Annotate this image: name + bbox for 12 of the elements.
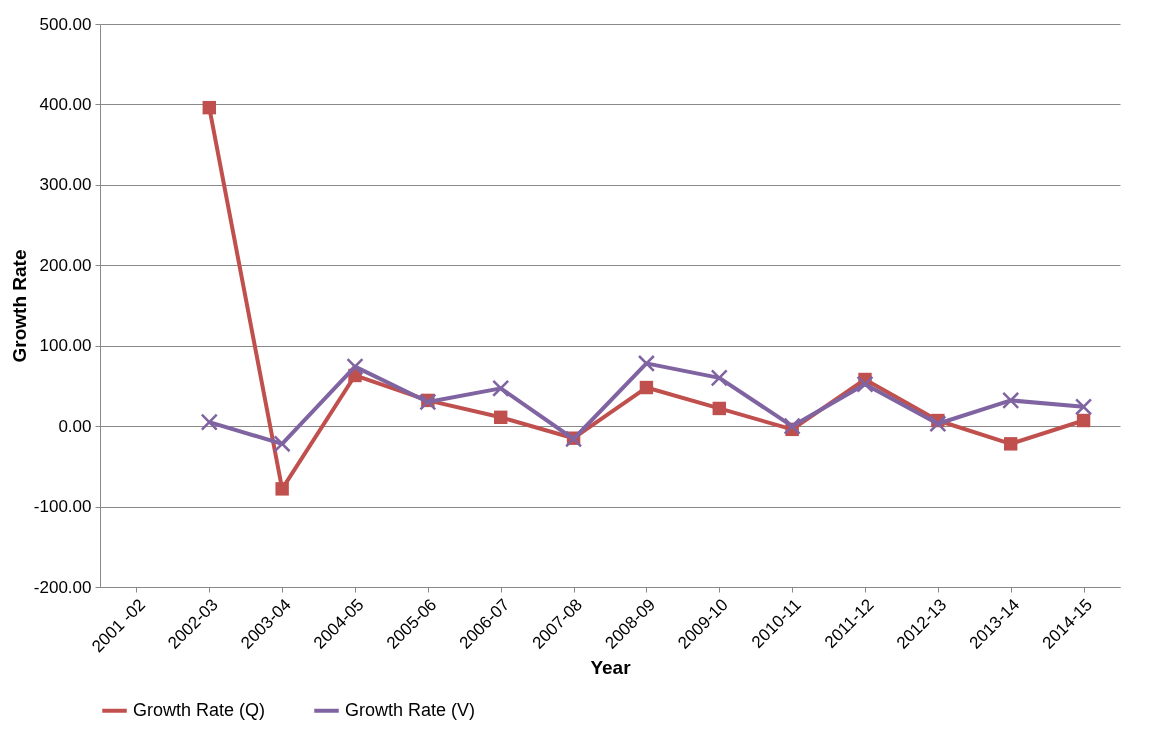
legend-label: Growth Rate (V) [345, 699, 476, 720]
y-tick-label: 500.00 [39, 14, 92, 34]
y-tick-label: 0.00 [58, 416, 92, 436]
y-tick-label: 300.00 [39, 175, 92, 195]
y-tick-label: 400.00 [39, 94, 92, 114]
y-tick-label: 100.00 [39, 336, 92, 356]
y-tick-label: -200.00 [33, 577, 92, 597]
legend-label: Growth Rate (Q) [133, 699, 266, 720]
y-tick-label: 200.00 [39, 255, 92, 275]
y-tick-label: -100.00 [33, 497, 92, 517]
y-axis-title: Growth Rate [8, 249, 30, 363]
x-axis-title: Year [590, 657, 632, 679]
